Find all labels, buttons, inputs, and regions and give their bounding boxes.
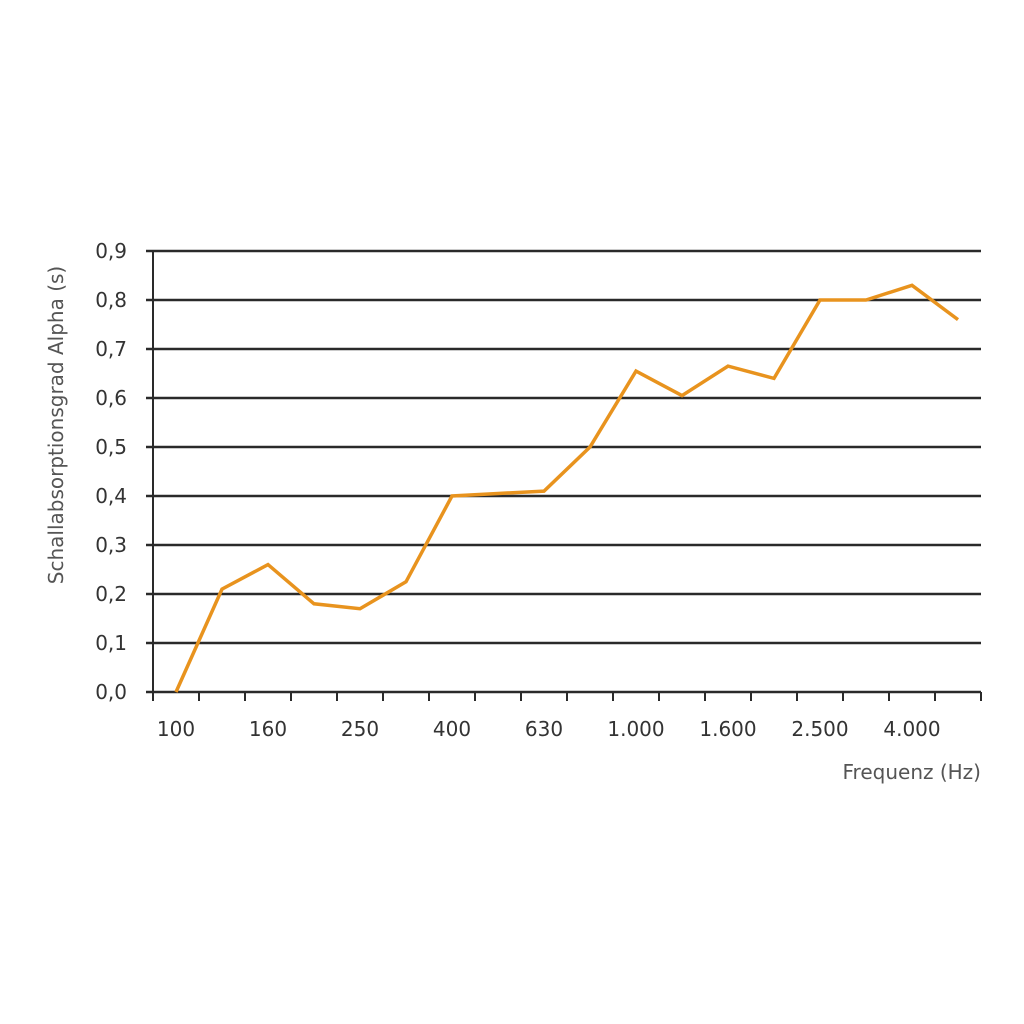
axes [152,251,982,701]
x-tick-label: 160 [249,717,287,741]
y-tick-label: 0,1 [95,631,127,655]
y-tick-label: 0,6 [95,386,127,410]
x-tick-label: 100 [157,717,195,741]
x-axis-title: Frequenz (Hz) [843,760,982,784]
y-tick-label: 0,8 [95,288,127,312]
x-tick-label: 1.600 [699,717,756,741]
x-tick-label: 2.500 [791,717,848,741]
y-tick-label: 0,3 [95,533,127,557]
x-tick-label: 4.000 [883,717,940,741]
y-tick-labels: 0,0 0,1 0,2 0,3 0,4 0,5 0,6 0,7 0,8 0,9 [95,239,127,704]
y-tick-label: 0,4 [95,484,127,508]
x-tick-labels: 100 160 250 400 630 1.000 1.600 2.500 4.000 [157,717,941,741]
x-tick-label: 1.000 [607,717,664,741]
y-axis-title: Schallabsorptionsgrad Alpha (s) [44,266,68,584]
y-tick-label: 0,2 [95,582,127,606]
series-layer [174,283,960,693]
series-line [174,283,960,693]
y-tick-label: 0,0 [95,680,127,704]
y-tick-label: 0,9 [95,239,127,263]
x-tick-label: 630 [525,717,563,741]
x-tick-label: 400 [433,717,471,741]
y-tick-label: 0,5 [95,435,127,459]
x-tick-label: 250 [341,717,379,741]
y-tick-label: 0,7 [95,337,127,361]
grid-lines [146,249,981,694]
